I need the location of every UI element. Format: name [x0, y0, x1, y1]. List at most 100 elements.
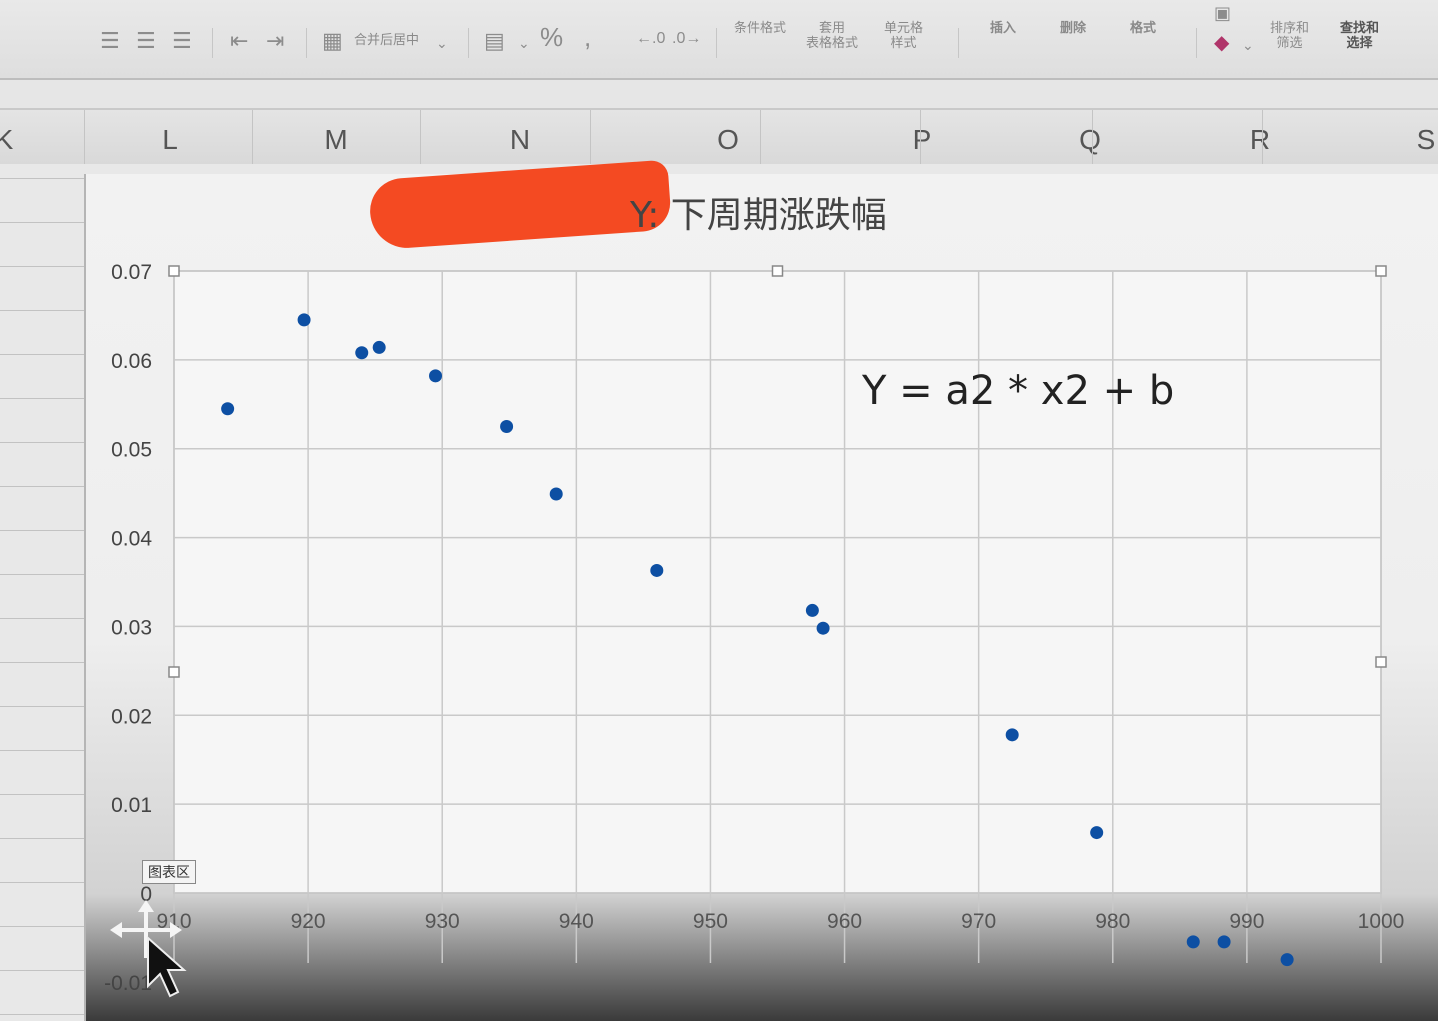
sum-icon[interactable]: ▣ [1214, 3, 1232, 23]
ribbon-toolbar: ☰ ☰ ☰ ⇤ ⇥ ▦ 合并后居中 ⌄ ▤ ⌄ % , ←.0 .0→ 条件格式… [0, 0, 1438, 80]
column-header-l[interactable]: L [162, 124, 178, 155]
ribbon-separator [468, 28, 469, 58]
column-header-p[interactable]: P [912, 124, 932, 155]
row-gridline [0, 1014, 85, 1015]
row-gridline [0, 530, 85, 531]
equation-textbox[interactable]: Y = a2 * x2 + b [862, 368, 1175, 414]
row-gridline [0, 178, 85, 179]
align-center-icon[interactable]: ☰ [136, 28, 156, 53]
data-point[interactable] [1280, 953, 1294, 967]
ribbon-separator [306, 28, 307, 58]
merge-center-button[interactable]: 合并后居中 [354, 32, 420, 47]
ribbon-separator [1196, 28, 1197, 58]
ribbon-separator [212, 28, 213, 58]
row-gridline [0, 398, 85, 399]
column-separator[interactable] [252, 110, 253, 164]
row-gridline [0, 266, 85, 267]
plot-area[interactable] [173, 270, 1382, 894]
row-gridline [0, 970, 85, 971]
row-gridline [0, 222, 85, 223]
data-point[interactable] [549, 487, 563, 501]
increase-decimal-icon[interactable]: ←.0 [636, 30, 666, 47]
data-point[interactable] [297, 313, 311, 327]
formula-bar-area [0, 80, 1438, 110]
chevron-down-icon[interactable]: ⌄ [1242, 37, 1254, 53]
chevron-down-icon[interactable]: ⌄ [436, 35, 448, 51]
decrease-decimal-icon[interactable]: .0→ [672, 30, 702, 47]
plot-resize-handle[interactable] [771, 265, 784, 277]
data-point[interactable] [650, 563, 664, 577]
percent-button[interactable]: % [540, 22, 564, 52]
row-gridline [0, 310, 85, 311]
number-format-icon[interactable]: ▤ [484, 28, 505, 53]
align-right-icon[interactable]: ☰ [172, 28, 192, 53]
move-cursor-icon [110, 900, 187, 998]
plot-resize-handle[interactable] [168, 265, 180, 277]
chart-title[interactable]: Y: 下周期涨跌幅 [630, 195, 887, 236]
column-separator[interactable] [84, 110, 85, 164]
align-left-icon[interactable]: ☰ [100, 28, 120, 53]
comma-style-icon[interactable]: , [584, 22, 592, 52]
find-select-button[interactable]: 查找和 选择 [1340, 20, 1380, 50]
data-point[interactable] [816, 621, 830, 635]
increase-indent-icon[interactable]: ⇥ [266, 28, 285, 53]
data-point[interactable] [355, 346, 369, 360]
x-tick-label: 970 [961, 910, 996, 933]
plot-resize-handle[interactable] [1375, 656, 1387, 668]
column-header-q[interactable]: Q [1079, 124, 1101, 155]
cell-style-button[interactable]: 单元格 样式 [884, 20, 924, 50]
data-point[interactable] [1217, 935, 1231, 949]
decrease-indent-icon[interactable]: ⇤ [230, 28, 249, 53]
delete-button[interactable]: 删除 [1060, 20, 1087, 35]
plot-resize-handle[interactable] [168, 666, 180, 678]
conditional-format-button[interactable]: 条件格式 [734, 20, 787, 35]
plot-resize-handle[interactable] [1375, 265, 1387, 277]
data-point[interactable] [1186, 935, 1200, 949]
insert-button[interactable]: 插入 [990, 20, 1017, 35]
row-gridline [0, 486, 85, 487]
format-button[interactable]: 格式 [1130, 20, 1157, 35]
clear-eraser-icon[interactable]: ◆ [1214, 32, 1230, 54]
data-point[interactable] [221, 402, 235, 416]
x-tick-label: 960 [827, 910, 862, 933]
column-separator[interactable] [420, 110, 421, 164]
x-tick-label: 1000 [1358, 910, 1405, 933]
x-tick-label: 910 [156, 910, 191, 933]
x-tick-label: 980 [1095, 910, 1130, 933]
column-separator[interactable] [920, 110, 921, 164]
column-header-m[interactable]: M [324, 124, 348, 155]
column-separator[interactable] [1262, 110, 1263, 164]
column-separator[interactable] [760, 110, 761, 164]
y-tick-label: 0.03 [111, 616, 152, 639]
column-header-k[interactable]: K [0, 124, 14, 155]
row-gridline [0, 750, 85, 751]
y-tick-label: 0.07 [111, 261, 152, 284]
sort-filter-button[interactable]: 排序和 筛选 [1270, 20, 1310, 50]
x-tick-label: 920 [291, 910, 326, 933]
data-point[interactable] [500, 420, 514, 433]
y-tick-label: 0.06 [111, 350, 152, 373]
merge-cells-icon[interactable]: ▦ [322, 28, 343, 53]
row-gridline [0, 662, 85, 663]
data-point[interactable] [372, 340, 386, 354]
table-format-button[interactable]: 套用 表格格式 [806, 20, 859, 50]
data-point[interactable] [429, 369, 443, 383]
column-separator[interactable] [590, 110, 591, 164]
data-point[interactable] [805, 603, 819, 617]
chart-area-tooltip: 图表区 [142, 860, 196, 884]
column-separator[interactable] [1092, 110, 1093, 164]
x-tick-label: 990 [1229, 910, 1264, 933]
data-point[interactable] [1005, 728, 1019, 742]
x-tick-label: 950 [693, 910, 728, 933]
column-header-s[interactable]: S [1416, 124, 1436, 155]
column-header-r[interactable]: R [1249, 124, 1271, 155]
chevron-down-icon[interactable]: ⌄ [518, 35, 530, 51]
column-header-n[interactable]: N [509, 124, 531, 155]
row-gridline [0, 926, 85, 927]
row-gridline [0, 354, 85, 355]
data-point[interactable] [1090, 826, 1104, 840]
ribbon-separator [958, 28, 959, 58]
column-header-o[interactable]: O [717, 124, 739, 155]
y-tick-label: 0.04 [111, 528, 152, 551]
